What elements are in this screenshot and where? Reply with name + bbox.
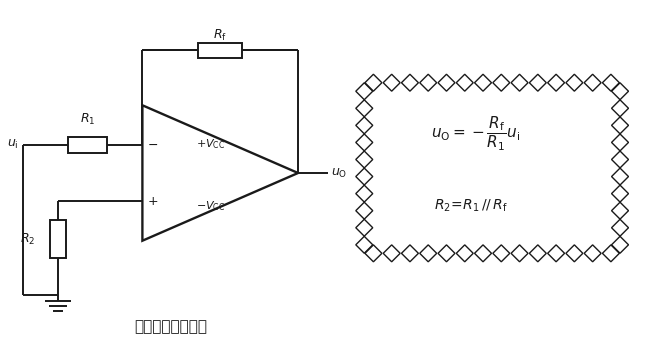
Text: $R_{\rm f}$: $R_{\rm f}$ — [213, 27, 227, 42]
Bar — [50, 220, 66, 258]
Text: $u_{\rm O}=-\dfrac{R_{\rm f}}{R_1}u_{\rm i}$: $u_{\rm O}=-\dfrac{R_{\rm f}}{R_1}u_{\rm… — [431, 115, 520, 153]
Bar — [355, 73, 629, 263]
Text: $u_{\rm i}$: $u_{\rm i}$ — [7, 138, 18, 151]
Bar — [68, 137, 108, 152]
Text: $R_1$: $R_1$ — [80, 111, 95, 127]
Bar — [198, 42, 242, 58]
Text: $u_{\rm O}$: $u_{\rm O}$ — [331, 166, 347, 179]
Text: $-V_{\rm CC}$: $-V_{\rm CC}$ — [195, 199, 225, 213]
Text: 反相比例运算电路: 反相比例运算电路 — [134, 319, 207, 334]
Text: $R_2\!=\!R_1\,//\,R_{\rm f}$: $R_2\!=\!R_1\,//\,R_{\rm f}$ — [434, 198, 508, 214]
Text: $+V_{\rm CC}$: $+V_{\rm CC}$ — [195, 137, 225, 151]
Text: $-$: $-$ — [147, 138, 158, 151]
Text: $R_2$: $R_2$ — [20, 232, 35, 247]
Text: $+$: $+$ — [147, 195, 158, 208]
